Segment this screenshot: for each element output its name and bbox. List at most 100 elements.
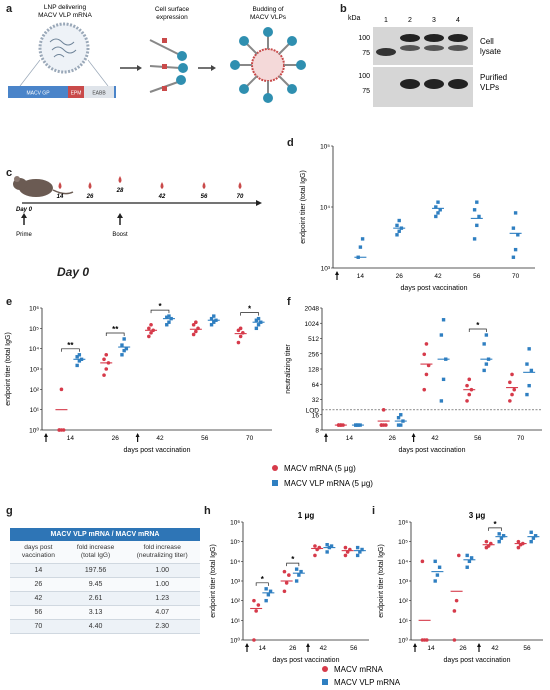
data-point-red: [508, 399, 512, 403]
data-point-red: [425, 638, 429, 642]
data-point-red: [102, 373, 106, 377]
data-point-blue: [529, 368, 534, 373]
data-point-blue: [329, 544, 334, 548]
x-tick-label: 14: [357, 273, 365, 280]
data-point-blue: [433, 579, 437, 583]
data-point-blue: [434, 214, 438, 219]
significance-bracket: [240, 312, 259, 316]
y-tick-label: 10¹: [399, 618, 409, 625]
panel-letter-e: e: [6, 296, 13, 308]
significance-bracket: [286, 562, 300, 567]
data-point-red: [59, 387, 64, 392]
data-point-red: [465, 383, 469, 388]
purified-vlps-label-1: Purified: [480, 73, 507, 82]
y-tick-label: 10⁰: [230, 637, 240, 645]
panel-letter-d: d: [287, 137, 294, 149]
significance-bracket: [255, 582, 269, 586]
data-point-red: [424, 342, 429, 346]
data-point-blue: [325, 550, 329, 554]
table-cell: 9.45: [66, 577, 125, 592]
legend-red-dot-icon: [322, 666, 328, 672]
data-point-blue: [475, 223, 479, 228]
x-axis-label: days post vaccination: [444, 657, 511, 664]
y-tick-label: 10⁵: [320, 144, 330, 151]
data-point-blue: [435, 573, 440, 577]
legend-ef-red-label: MACV mRNA (5 μg): [284, 464, 356, 473]
significance-bracket: [61, 348, 80, 352]
data-point-blue: [439, 399, 444, 403]
x-axis-label: days post vaccination: [399, 447, 466, 454]
data-point-red: [465, 399, 469, 403]
data-point-blue: [266, 593, 271, 597]
data-point-blue: [254, 326, 259, 331]
data-point-blue: [299, 569, 303, 574]
panel-letter-a: a: [6, 3, 13, 15]
timeline-day-label: 28: [116, 188, 124, 194]
data-point-red: [467, 392, 472, 397]
y-tick-label: 256: [308, 351, 319, 358]
significance-label: *: [158, 302, 162, 311]
y-tick-label: 64: [312, 382, 320, 389]
data-point-blue: [355, 545, 360, 550]
data-point-red: [191, 322, 196, 327]
data-point-red: [313, 544, 317, 548]
data-point-blue: [501, 534, 506, 538]
table-cell: 1.00: [124, 577, 200, 592]
y-tick-label: 1024: [305, 321, 320, 328]
data-point-blue: [122, 337, 126, 341]
table-header-days: days post vaccination: [10, 541, 67, 564]
x-axis-label: days post vaccination: [124, 447, 191, 454]
data-point-blue: [209, 316, 214, 321]
x-tick-label: 42: [491, 645, 499, 652]
data-point-red: [104, 367, 109, 371]
table-title: MACV VLP mRNA / MACV mRNA: [10, 528, 200, 541]
data-point-blue: [529, 530, 533, 534]
y-tick-label: 10²: [30, 387, 40, 394]
y-tick-label: 10³: [231, 579, 241, 586]
y-tick-label: 10¹: [30, 407, 40, 414]
mw-marker: 100: [358, 35, 370, 42]
data-point-red: [194, 329, 198, 334]
data-point-red: [343, 553, 348, 558]
data-point-blue: [497, 539, 501, 544]
lnp-particle-icon: [38, 22, 90, 74]
y-axis-label: endpoint titer (total IgG): [210, 544, 217, 618]
boost-label: Boost: [112, 232, 128, 238]
data-point-blue: [75, 363, 79, 368]
x-axis-label: days post vaccination: [273, 657, 340, 664]
data-point-blue: [513, 211, 518, 215]
blood-drop-icon: [238, 182, 242, 189]
data-point-blue: [360, 547, 364, 552]
blot-bands: [376, 34, 468, 89]
data-point-blue: [436, 200, 440, 204]
x-tick-label: 70: [512, 273, 520, 280]
table-row: 26 9.45 1.00: [10, 577, 200, 592]
data-point-blue: [527, 383, 531, 388]
data-point-blue: [294, 567, 299, 571]
y-tick-label: 10⁵: [230, 539, 240, 546]
lnp-label-line1: LNP delivering: [44, 4, 87, 11]
table-cell: 26: [10, 577, 67, 592]
data-point-red: [510, 372, 514, 377]
data-point-blue: [497, 532, 501, 536]
vlp-particle-icon: [230, 27, 306, 103]
data-point-blue: [477, 214, 481, 219]
data-point-blue: [531, 536, 536, 540]
data-point-blue: [167, 314, 171, 318]
y-tick-label: 10⁴: [29, 346, 39, 353]
table-cell: 4.40: [66, 619, 125, 634]
data-point-blue: [441, 318, 446, 322]
significance-label: *: [248, 305, 252, 314]
data-point-blue: [511, 255, 516, 259]
y-tick-label: 8: [315, 428, 319, 435]
y-tick-label: 10²: [231, 598, 241, 605]
arrow-head-icon: [211, 65, 216, 71]
x-tick-label: 26: [112, 435, 120, 442]
lnp-label-line2: MACV VLP mRNA: [38, 12, 92, 19]
y-tick-label: 10⁴: [398, 559, 408, 566]
panel-letter-h: h: [204, 505, 211, 517]
data-point-red: [102, 357, 106, 362]
panel-c-timeline: Day 0 14 26 28 42 56 70 Prime Boost: [13, 176, 262, 238]
significance-bracket: [105, 332, 125, 336]
data-point-red: [194, 320, 198, 325]
